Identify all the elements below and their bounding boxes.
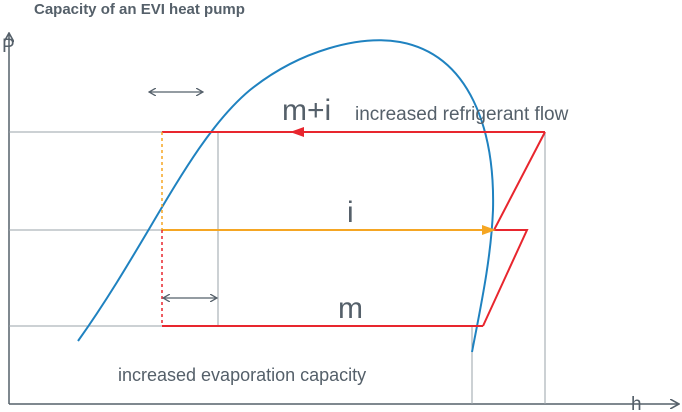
diagram-title: Capacity of an EVI heat pump — [34, 1, 245, 18]
x-axis-label: h — [631, 394, 642, 412]
reference-lines — [9, 131, 546, 404]
lower-flow-symbol: m — [338, 292, 363, 325]
injection-symbol: i — [347, 196, 354, 229]
evaporation-text: increased evaporation capacity — [118, 365, 366, 385]
y-axis-label: P — [2, 36, 15, 57]
injection-arrowhead — [482, 225, 496, 235]
upper-flow-text: increased refrigerant flow — [355, 104, 569, 125]
compression-path — [482, 131, 546, 327]
upper-flow-symbol: m+i — [282, 94, 331, 127]
upper-flow-arrowhead — [290, 127, 304, 137]
saturation-dome — [77, 39, 495, 353]
